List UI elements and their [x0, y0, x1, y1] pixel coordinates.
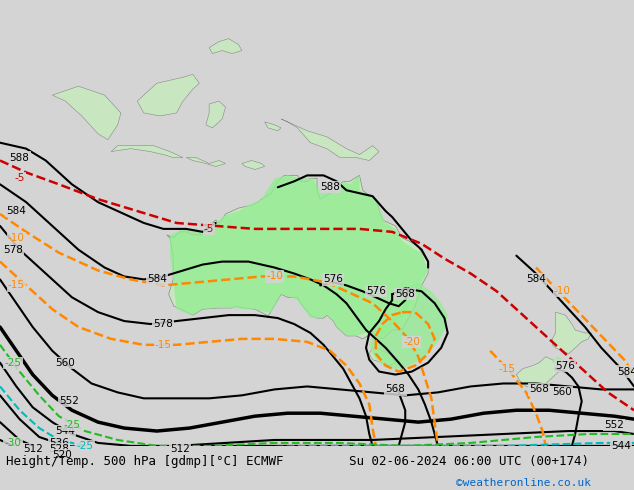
Polygon shape: [516, 357, 559, 387]
Text: 576: 576: [323, 274, 343, 284]
Text: 512: 512: [23, 444, 42, 454]
Text: 560: 560: [552, 388, 572, 397]
Text: 588: 588: [320, 182, 340, 192]
Text: -10: -10: [8, 233, 25, 243]
Text: 552: 552: [59, 396, 79, 406]
Text: Height/Temp. 500 hPa [gdmp][°C] ECMWF: Height/Temp. 500 hPa [gdmp][°C] ECMWF: [6, 455, 284, 468]
Text: -30: -30: [4, 438, 22, 448]
Text: -10: -10: [266, 271, 283, 281]
Polygon shape: [369, 282, 448, 368]
Text: Su 02-06-2024 06:00 UTC (00+174): Su 02-06-2024 06:00 UTC (00+174): [349, 455, 589, 468]
Text: -15: -15: [498, 364, 515, 373]
Text: 560: 560: [56, 358, 75, 368]
Text: -5: -5: [15, 173, 25, 183]
Text: 544: 544: [611, 441, 631, 451]
Polygon shape: [137, 74, 199, 116]
Text: 584: 584: [526, 274, 546, 284]
Text: -15: -15: [8, 280, 25, 291]
Text: 568: 568: [529, 385, 549, 394]
Polygon shape: [552, 312, 592, 354]
Text: -15: -15: [155, 340, 172, 350]
Polygon shape: [170, 175, 428, 336]
Text: 568: 568: [396, 289, 415, 299]
Text: 578: 578: [153, 319, 173, 329]
Polygon shape: [281, 119, 379, 161]
Polygon shape: [206, 101, 226, 128]
Text: 544: 544: [55, 426, 75, 436]
Text: 578: 578: [3, 245, 23, 255]
Text: 576: 576: [366, 286, 385, 296]
Polygon shape: [52, 86, 121, 140]
Text: 536: 536: [49, 438, 68, 448]
Text: 588: 588: [10, 152, 30, 163]
Polygon shape: [552, 357, 562, 366]
Text: ©weatheronline.co.uk: ©weatheronline.co.uk: [456, 478, 592, 489]
Polygon shape: [111, 146, 183, 158]
Text: -25: -25: [63, 420, 81, 430]
Polygon shape: [186, 158, 226, 167]
Polygon shape: [265, 122, 281, 131]
Text: 584: 584: [618, 367, 634, 377]
Polygon shape: [369, 348, 396, 366]
Text: -25: -25: [4, 358, 22, 368]
Text: 584: 584: [147, 274, 167, 284]
Text: -10: -10: [553, 286, 571, 296]
Text: 568: 568: [385, 385, 405, 394]
Text: 552: 552: [604, 420, 624, 430]
Text: 512: 512: [170, 444, 190, 454]
Text: -25: -25: [77, 441, 93, 451]
Polygon shape: [242, 161, 265, 170]
Text: 520: 520: [52, 450, 72, 460]
Text: -5: -5: [204, 224, 214, 234]
Text: -20: -20: [403, 337, 420, 347]
Text: 576: 576: [555, 361, 575, 370]
Text: 528: 528: [49, 444, 68, 454]
Text: 584: 584: [6, 206, 26, 216]
Polygon shape: [209, 39, 242, 53]
Polygon shape: [167, 175, 428, 339]
